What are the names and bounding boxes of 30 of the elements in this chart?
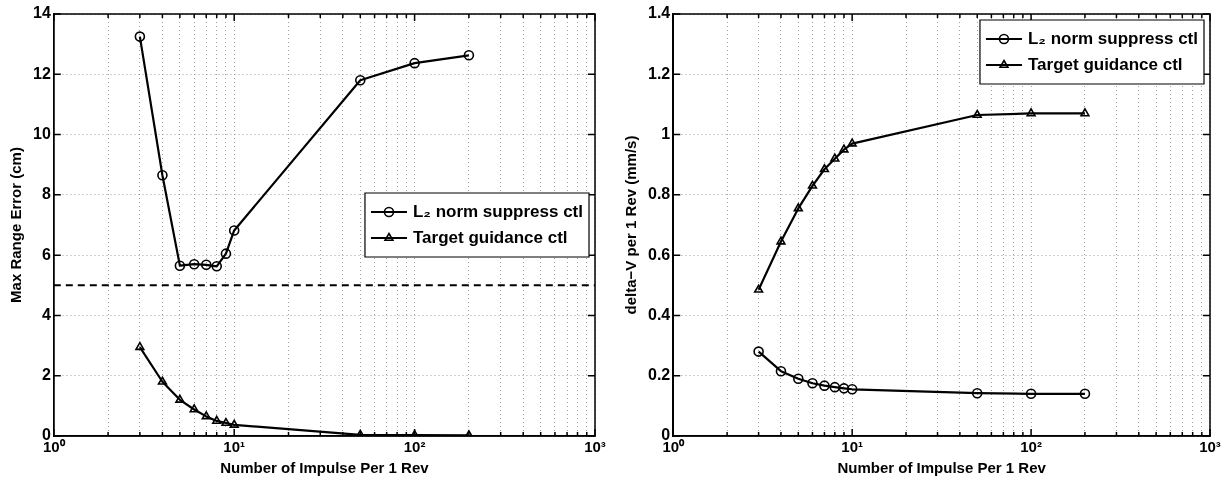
y-tick-label: 1	[661, 124, 671, 142]
x-tick-label: 10¹	[841, 438, 864, 456]
y-axis-title: delta−V per 1 Rev (mm/s)	[622, 135, 640, 315]
y-axis-title: Max Range Error (cm)	[7, 147, 25, 303]
legend-label: Target guidance ctl	[1027, 54, 1183, 74]
y-tick-label: 0.2	[647, 366, 671, 384]
x-tick-label: 10¹	[223, 438, 246, 456]
x-tick-label: 10³	[584, 438, 606, 456]
x-axis-title: Number of Impulse Per 1 Rev	[837, 459, 1047, 477]
legend-label: L₂ norm suppress ctl	[1027, 28, 1199, 48]
x-tick-label: 10²	[403, 438, 426, 456]
y-tick-label: 0.4	[647, 305, 671, 323]
y-tick-label: 0.6	[647, 245, 671, 263]
y-tick-label: 1.2	[647, 64, 671, 82]
y-tick-label: 10	[33, 124, 51, 142]
x-axis-title: Number of Impulse Per 1 Rev	[220, 459, 430, 477]
y-tick-label: 1.4	[647, 4, 671, 22]
y-tick-label: 2	[41, 366, 51, 384]
y-tick-label: 8	[41, 185, 51, 203]
y-tick-label: 12	[33, 64, 51, 82]
x-tick-label: 10³	[1199, 438, 1221, 456]
y-tick-label: 0.8	[647, 185, 671, 203]
y-tick-label: 4	[41, 305, 51, 323]
y-tick-label: 14	[33, 4, 51, 22]
y-tick-label: 6	[41, 245, 51, 263]
legend-label: L₂ norm suppress ctl	[412, 201, 584, 221]
x-tick-label: 10⁰	[662, 438, 686, 456]
legend-label: Target guidance ctl	[412, 227, 568, 247]
x-tick-label: 10⁰	[42, 438, 66, 456]
x-tick-label: 10²	[1020, 438, 1042, 456]
